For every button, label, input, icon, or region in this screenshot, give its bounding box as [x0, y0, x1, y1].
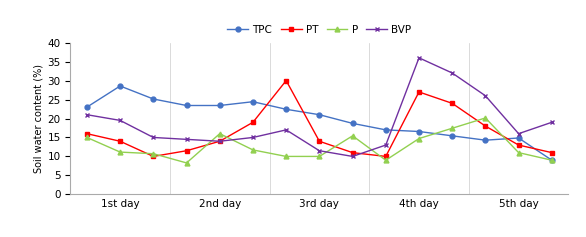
- BVP: [250, 136, 257, 139]
- Line: BVP: BVP: [84, 55, 554, 159]
- BVP: [548, 121, 556, 124]
- TPC: [250, 100, 257, 103]
- PT: [150, 155, 157, 158]
- P: [250, 149, 257, 151]
- Line: TPC: TPC: [84, 84, 554, 163]
- BVP: [150, 136, 157, 139]
- Legend: TPC, PT, P, BVP: TPC, PT, P, BVP: [223, 21, 415, 39]
- TPC: [183, 104, 190, 107]
- P: [415, 137, 423, 140]
- P: [515, 151, 522, 154]
- PT: [216, 140, 223, 143]
- P: [282, 155, 289, 158]
- BVP: [515, 132, 522, 135]
- TPC: [449, 134, 456, 137]
- BVP: [449, 72, 456, 74]
- P: [117, 151, 124, 154]
- TPC: [117, 85, 124, 87]
- PT: [482, 125, 489, 128]
- Line: P: P: [84, 115, 554, 165]
- P: [83, 136, 90, 139]
- PT: [282, 79, 289, 82]
- Line: PT: PT: [84, 78, 554, 159]
- BVP: [117, 119, 124, 122]
- PT: [250, 121, 257, 124]
- PT: [548, 151, 556, 154]
- P: [216, 132, 223, 135]
- BVP: [316, 149, 323, 152]
- BVP: [415, 56, 423, 59]
- Y-axis label: Soil water content (%): Soil water content (%): [33, 64, 43, 173]
- TPC: [216, 104, 223, 107]
- P: [382, 159, 389, 162]
- PT: [349, 151, 356, 154]
- P: [349, 134, 356, 137]
- TPC: [349, 122, 356, 125]
- P: [316, 155, 323, 158]
- TPC: [382, 128, 389, 131]
- BVP: [216, 140, 223, 143]
- P: [482, 117, 489, 119]
- BVP: [349, 155, 356, 158]
- PT: [117, 140, 124, 143]
- BVP: [382, 144, 389, 146]
- P: [548, 159, 556, 162]
- PT: [382, 155, 389, 158]
- TPC: [515, 137, 522, 139]
- P: [150, 152, 157, 155]
- P: [449, 127, 456, 130]
- TPC: [415, 130, 423, 133]
- TPC: [482, 139, 489, 141]
- TPC: [548, 159, 556, 162]
- PT: [83, 132, 90, 135]
- PT: [515, 144, 522, 146]
- BVP: [83, 113, 90, 116]
- PT: [449, 102, 456, 105]
- BVP: [482, 94, 489, 97]
- BVP: [282, 128, 289, 131]
- TPC: [316, 113, 323, 116]
- BVP: [183, 138, 190, 141]
- PT: [183, 149, 190, 152]
- P: [183, 161, 190, 164]
- PT: [316, 140, 323, 143]
- TPC: [83, 106, 90, 109]
- TPC: [282, 108, 289, 111]
- TPC: [150, 98, 157, 100]
- PT: [415, 91, 423, 93]
